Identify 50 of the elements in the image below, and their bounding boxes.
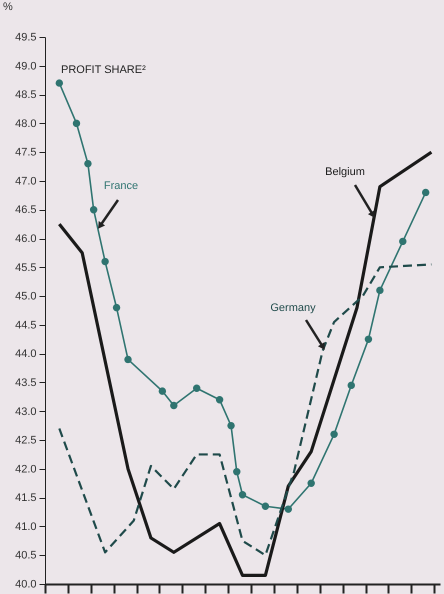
series-label: France [104,180,138,192]
y-tick-label: 41.0 [15,520,36,533]
y-axis-title: % [3,1,13,13]
point [233,468,240,476]
y-tick-label: 43.5 [15,376,36,389]
point [101,258,109,266]
point [72,120,80,128]
y-tick-label: 45.5 [15,262,36,274]
y-tick-label: 40.5 [15,550,36,562]
y-tick-label: 45.0 [15,290,36,303]
y-tick-label: 47.5 [15,146,36,159]
series-label: Germany [270,302,316,314]
point [170,402,178,410]
point [422,188,430,196]
point [124,356,132,364]
point [307,480,315,487]
y-tick-label: 44.0 [15,348,36,360]
y-tick-label: 48.0 [15,118,36,130]
point [192,384,200,392]
point [376,286,384,294]
point [90,206,98,214]
point [399,238,406,246]
point [227,422,235,430]
y-tick-label: 46.0 [15,233,36,246]
point [284,505,292,513]
y-tick-label: 49.5 [15,32,36,44]
point [330,430,338,438]
y-tick-label: 41.5 [15,492,36,504]
y-tick-label: 46.5 [15,204,36,216]
point [216,396,224,404]
point [158,387,166,395]
y-tick-label: 40.0 [15,578,36,590]
y-tick-label: 49.0 [15,60,36,72]
point [364,336,372,343]
series-label: Belgium [325,166,365,178]
line-series [58,150,434,577]
y-tick-label: 44.5 [15,319,36,332]
text: PROFIT SHARE² [61,64,146,76]
point [348,382,355,390]
point [112,304,120,312]
point [56,79,64,87]
point [238,491,246,498]
point [84,160,92,168]
y-tick-label: 43.0 [15,406,36,418]
y-tick-label: 48.5 [15,89,36,102]
y-tick-label: 42.5 [15,434,36,447]
line-series [58,263,433,556]
y-tick-label: 42.0 [15,463,36,476]
y-tick-label: 47.0 [15,175,36,188]
point [262,502,270,510]
